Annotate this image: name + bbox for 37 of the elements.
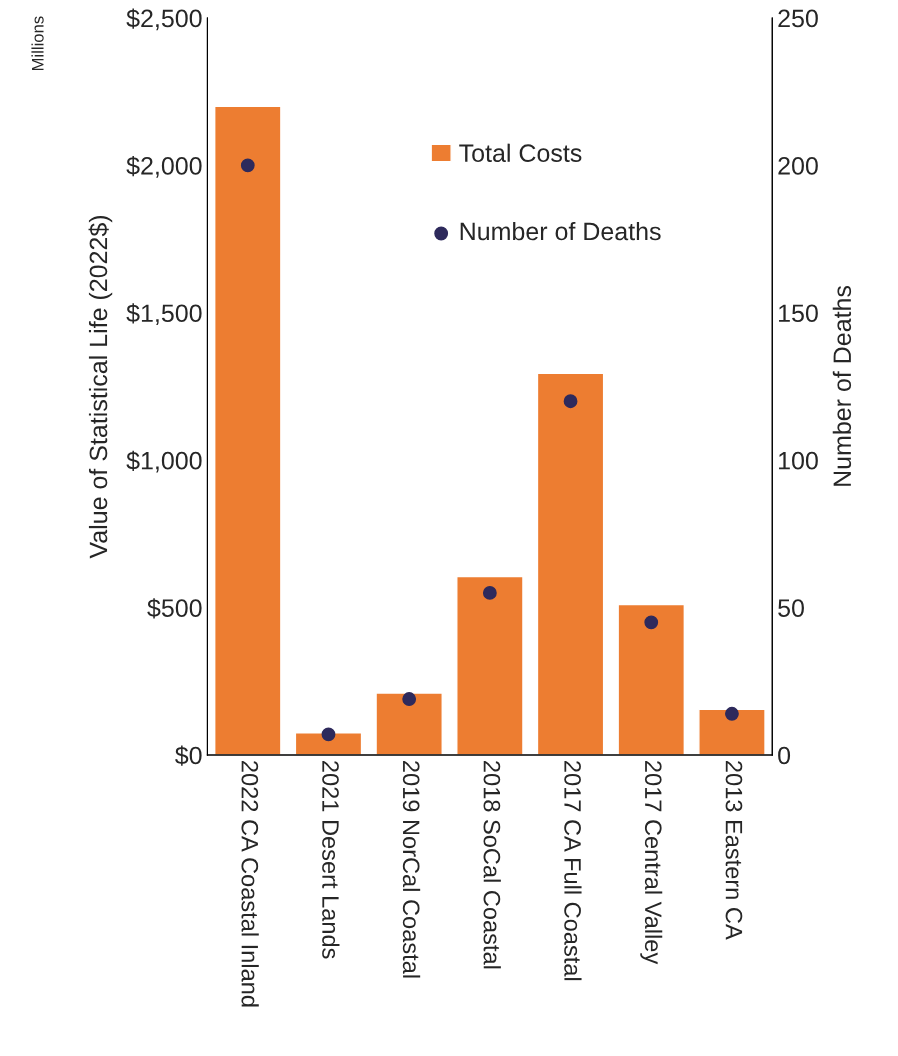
point xyxy=(725,706,739,721)
legend-label: Number of Deaths xyxy=(460,221,661,241)
y2-tick-label: 150 xyxy=(779,304,818,323)
x-tick-label: 2017 Central Valley xyxy=(640,761,663,965)
point xyxy=(321,727,336,742)
y2-axis-title: Number of Deaths xyxy=(832,285,852,486)
bar xyxy=(698,708,766,756)
y-tick-label: $1,500 xyxy=(126,303,202,326)
point xyxy=(482,585,497,600)
y-tick-label: $500 xyxy=(147,598,202,619)
x-tick-label: 2013 Eastern CA xyxy=(725,761,743,940)
y-tick-label: $2,500 xyxy=(126,8,202,31)
bar xyxy=(536,372,605,756)
x-tick-label: 2021 Desert Lands xyxy=(322,761,340,959)
y-tick-label: $0 xyxy=(175,745,202,766)
bar xyxy=(375,692,443,756)
y-tick-label: $2,000 xyxy=(126,155,202,178)
point xyxy=(644,615,659,630)
y2-tick-label: 50 xyxy=(778,599,804,617)
bar xyxy=(456,575,524,756)
x-tick-label: 2018 SoCal Coastal xyxy=(483,761,501,969)
y2-tick-label: 200 xyxy=(778,156,818,175)
bar xyxy=(617,603,686,756)
y2-tick-label: 250 xyxy=(778,9,818,28)
y2-tick-label: 0 xyxy=(778,746,791,765)
point xyxy=(402,692,417,706)
x-tick-label: 2019 NorCal Coastal xyxy=(402,761,421,978)
x-tick-label: 2017 CA Full Coastal xyxy=(564,761,582,981)
bar xyxy=(214,105,282,756)
text: Millions xyxy=(31,16,44,71)
x-tick-label: 2022 CA Coastal Inland xyxy=(241,761,259,1007)
point xyxy=(240,158,255,173)
point xyxy=(563,394,578,409)
legend-label: Total Costs xyxy=(459,143,582,163)
y-tick-label: $1,000 xyxy=(126,450,202,473)
y-axis-title: Value of Statistical Life (2022$) xyxy=(88,215,113,559)
y2-tick-label: 100 xyxy=(779,451,818,470)
